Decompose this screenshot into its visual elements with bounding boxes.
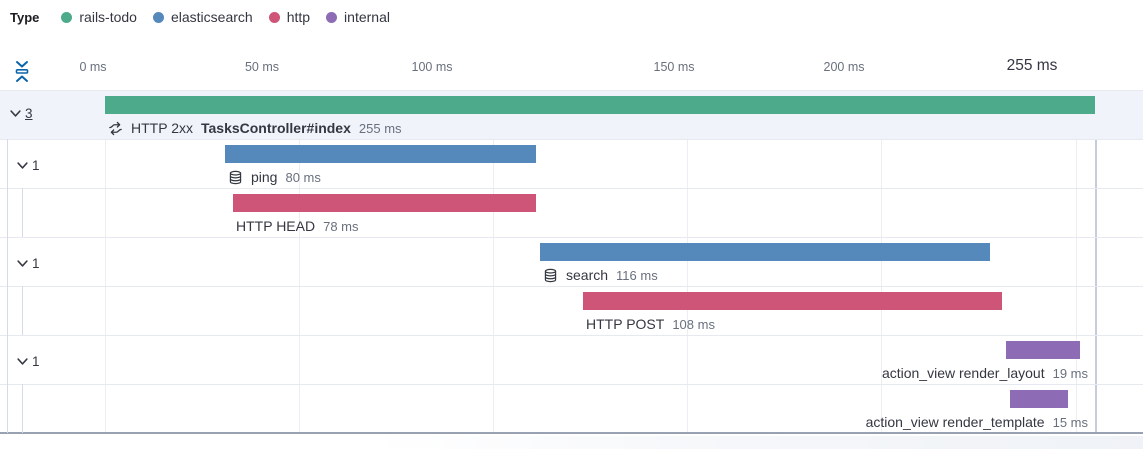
accordion-toggle-button[interactable]: 1: [16, 354, 40, 369]
row-separator: [0, 237, 1143, 238]
legend-item-elasticsearch: elasticsearch: [152, 9, 253, 25]
span-duration: 116 ms: [616, 267, 658, 283]
chevron-down-icon: [16, 159, 29, 172]
span-label[interactable]: ping 80 ms: [228, 166, 321, 188]
axis-tick-label: 100 ms: [411, 60, 453, 74]
chart-bottom-border: [0, 432, 1143, 434]
row-separator: [0, 139, 1143, 140]
legend-item-rails-todo: rails-todo: [61, 9, 137, 25]
span-bar[interactable]: [583, 292, 1002, 310]
accordion-toggle-button[interactable]: 1: [16, 256, 40, 271]
span-duration: 78 ms: [323, 218, 359, 234]
span-name: TasksController#index: [200, 120, 351, 136]
axis-tick-label: 200 ms: [823, 60, 865, 74]
row-separator: [0, 335, 1143, 336]
children-count: 1: [32, 158, 40, 173]
span-bar[interactable]: [1010, 390, 1068, 408]
span-name: search: [566, 267, 609, 283]
bottom-shadow: [370, 436, 1143, 449]
type-legend: Type rails-todo elasticsearch http inter…: [10, 9, 390, 25]
transaction-label[interactable]: HTTP 2xx TasksController#index 255 ms: [108, 117, 402, 139]
span-duration: 15 ms: [1052, 414, 1088, 430]
legend-item-label: http: [286, 9, 311, 25]
span-bar[interactable]: [1006, 341, 1080, 359]
span-label[interactable]: action_view render_template 15 ms: [866, 411, 1088, 433]
row-separator: [0, 286, 1143, 287]
span-label[interactable]: HTTP POST 108 ms: [586, 313, 715, 335]
legend-dot-icon: [61, 11, 73, 23]
legend-dot-icon: [268, 11, 280, 23]
children-count: 3: [25, 106, 33, 121]
legend-item-label: elasticsearch: [170, 9, 253, 25]
row-separator: [0, 384, 1143, 385]
children-count: 1: [32, 354, 40, 369]
span-bar[interactable]: [233, 194, 536, 212]
chart-top-border: [0, 90, 1143, 91]
transaction-bar[interactable]: [105, 96, 1095, 114]
row-separator: [0, 188, 1143, 189]
database-icon: [228, 170, 243, 185]
chevron-down-icon: [16, 355, 29, 368]
span-name: action_view render_template: [865, 414, 1045, 430]
axis-tick-label: 50 ms: [244, 60, 280, 74]
legend-title: Type: [10, 9, 40, 25]
span-label[interactable]: action_view render_layout 19 ms: [882, 362, 1088, 384]
span-duration: 80 ms: [285, 169, 321, 185]
result-prefix: HTTP 2xx: [131, 120, 193, 136]
tree-indent-guide: [22, 188, 23, 237]
span-duration: 19 ms: [1052, 365, 1088, 381]
legend-item-label: internal: [344, 9, 390, 25]
legend-dot-icon: [326, 11, 338, 23]
span-bar[interactable]: [540, 243, 990, 261]
accordion-toggle-button[interactable]: 1: [16, 158, 40, 173]
legend-item-http: http: [268, 9, 311, 25]
fold-icon: [12, 59, 32, 84]
children-count: 1: [32, 256, 40, 271]
legend-item-label: rails-todo: [79, 9, 137, 25]
tree-indent-guide: [7, 139, 8, 433]
span-name: ping: [251, 169, 278, 185]
span-name: HTTP HEAD: [236, 218, 316, 234]
span-duration: 108 ms: [672, 316, 715, 332]
merge-icon: [108, 121, 123, 136]
legend-item-internal: internal: [326, 9, 390, 25]
span-bar[interactable]: [225, 145, 536, 163]
axis-tick-label: 0 ms: [79, 60, 107, 74]
span-name: action_view render_layout: [881, 365, 1045, 381]
span-label[interactable]: search 116 ms: [543, 264, 658, 286]
axis-end-label: 255 ms: [1006, 57, 1058, 74]
accordion-toggle-button[interactable]: 3: [9, 106, 33, 121]
legend-dot-icon: [152, 11, 164, 23]
fold-all-button[interactable]: [11, 58, 33, 84]
span-name: HTTP POST: [586, 316, 665, 332]
tree-indent-guide: [22, 384, 23, 433]
database-icon: [543, 268, 558, 283]
chevron-down-icon: [9, 107, 22, 120]
span-label[interactable]: HTTP HEAD 78 ms: [236, 215, 359, 237]
tree-indent-guide: [22, 286, 23, 335]
axis-tick-label: 150 ms: [653, 60, 695, 74]
span-duration: 255 ms: [358, 120, 402, 136]
chevron-down-icon: [16, 257, 29, 270]
